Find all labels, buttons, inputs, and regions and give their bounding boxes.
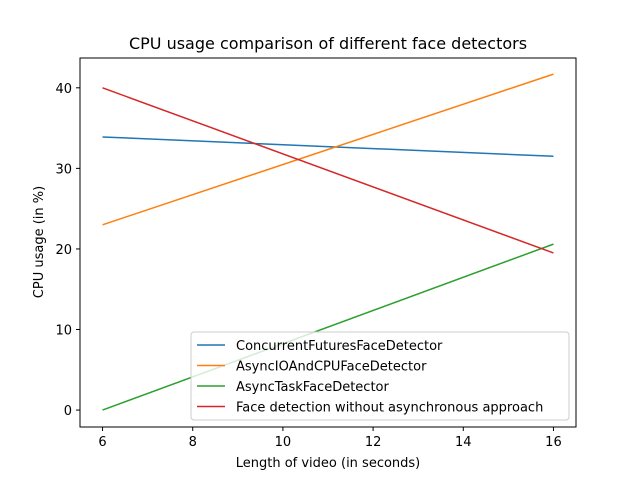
plot-lines: [102, 73, 554, 411]
x-tick-label: 10: [275, 435, 292, 450]
y-tick-label: 40: [55, 82, 72, 97]
x-tick-label: 16: [545, 435, 562, 450]
x-axis-label: Length of video (in seconds): [236, 456, 421, 471]
series-line-concurrentfuturesfacedetector: [102, 136, 554, 158]
y-axis: 0 10 20 30 40: [55, 82, 80, 419]
plot-frame: [79, 57, 577, 428]
y-tick-label: 10: [55, 324, 72, 339]
y-tick-label: 20: [55, 243, 72, 258]
series-line-face-detection-without-asynchronous-approach: [102, 87, 554, 254]
legend-box: [190, 331, 570, 421]
y-axis-label: CPU usage (in %): [32, 186, 47, 298]
legend-label-concurrentfuturesfacedetector: ConcurrentFuturesFaceDetector: [236, 339, 443, 354]
y-tick-label: 30: [55, 162, 72, 177]
legend-label-asyncioandcpufacedetector: AsyncIOAndCPUFaceDetector: [236, 360, 427, 375]
x-tick-label: 12: [365, 435, 382, 450]
x-tick-label: 6: [98, 435, 106, 450]
legend-label-asynctaskfacedetector: AsyncTaskFaceDetector: [236, 380, 390, 395]
chart-title: CPU usage comparison of different face d…: [129, 34, 527, 53]
y-tick-label: 0: [64, 404, 72, 419]
x-axis: 6 8 10 12 14 16: [98, 427, 562, 450]
legend-label-face-detection-without-asynchronous-approach: Face detection without asynchronous appr…: [236, 401, 543, 416]
x-tick-label: 8: [189, 435, 197, 450]
x-tick-label: 14: [455, 435, 472, 450]
legend: ConcurrentFuturesFaceDetector AsyncIOAndC…: [190, 331, 570, 421]
series-line-asynctaskfacedetector: [102, 243, 554, 411]
series-line-asyncioandcpufacedetector: [102, 73, 554, 226]
